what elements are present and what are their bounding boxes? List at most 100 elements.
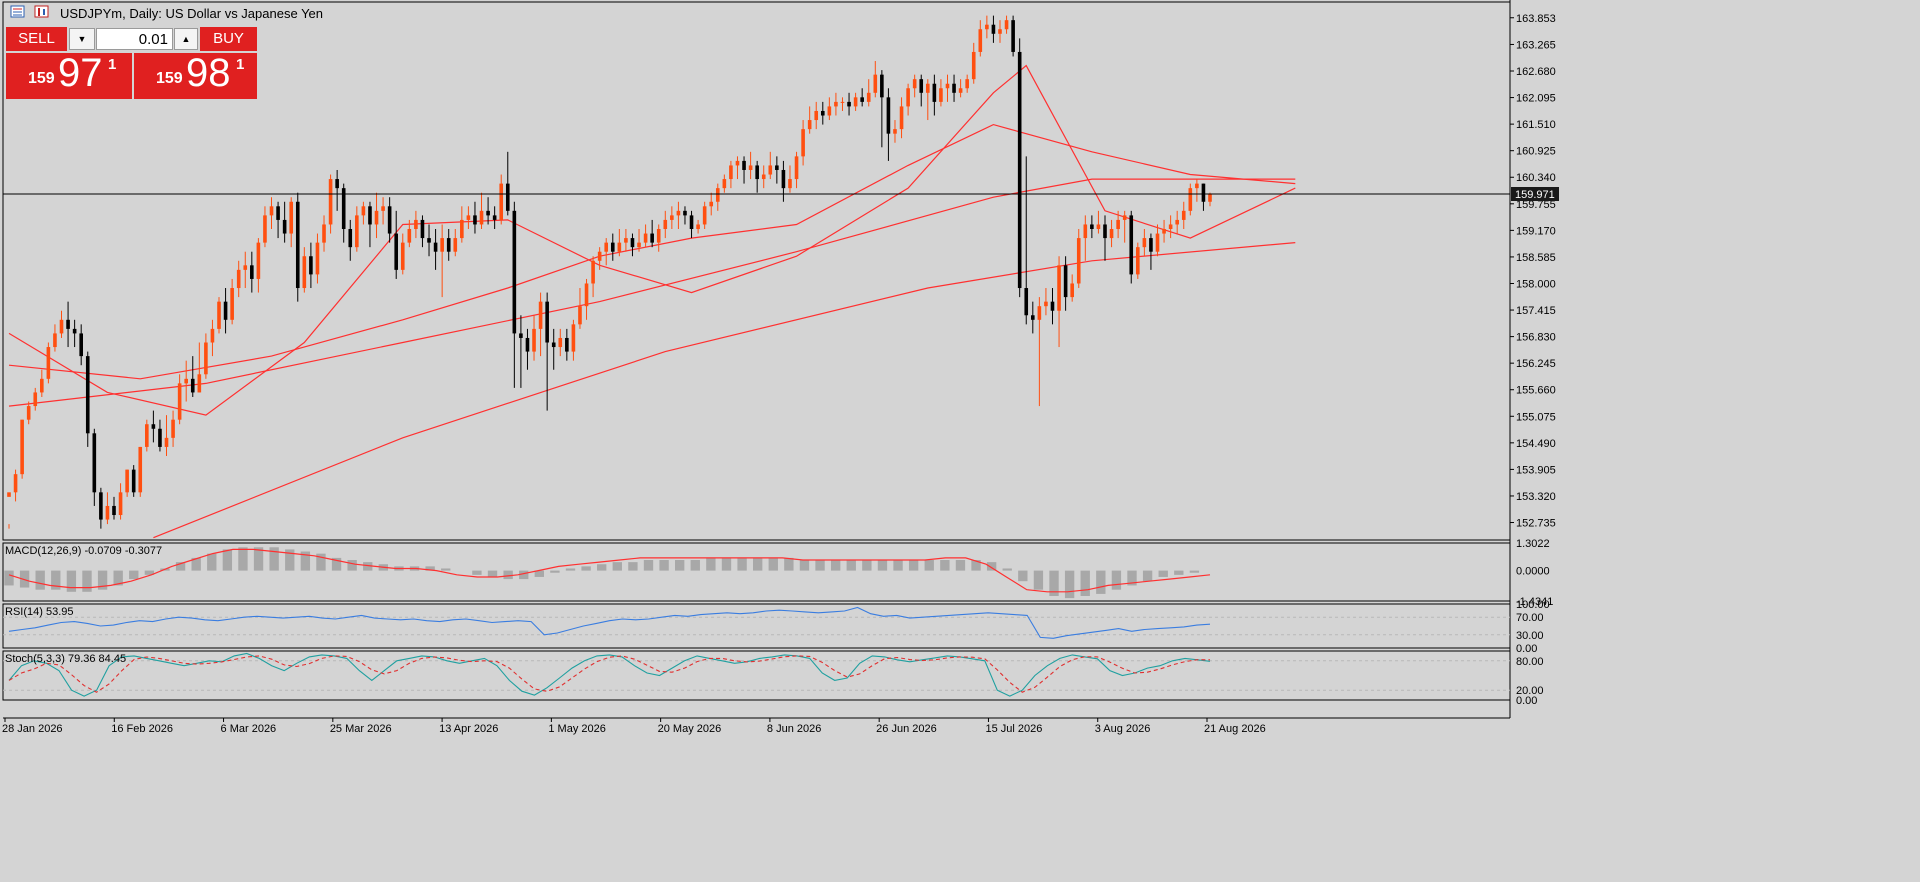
candle-body[interactable]: [46, 347, 51, 379]
candle-body[interactable]: [1168, 224, 1173, 230]
candle-body[interactable]: [1030, 315, 1035, 320]
candle-body[interactable]: [532, 328, 536, 352]
candle-body[interactable]: [551, 342, 556, 348]
candle-body[interactable]: [230, 288, 234, 320]
candle-body[interactable]: [387, 206, 392, 234]
candle-body[interactable]: [683, 210, 687, 216]
candle-body[interactable]: [466, 215, 471, 220]
candle-body[interactable]: [145, 424, 149, 447]
candle-body[interactable]: [729, 165, 733, 180]
candle-body[interactable]: [486, 210, 490, 216]
candle-body[interactable]: [519, 333, 523, 338]
chart-list-icon[interactable]: [10, 4, 25, 19]
candle-body[interactable]: [650, 233, 654, 243]
lot-decrease-button[interactable]: ▼: [69, 28, 95, 50]
candle-body[interactable]: [670, 215, 674, 220]
buy-price-button[interactable]: 159 98 1: [134, 51, 257, 99]
candle-body[interactable]: [748, 165, 753, 170]
candle-body[interactable]: [295, 201, 300, 289]
candle-body[interactable]: [59, 319, 64, 334]
candle-body[interactable]: [1122, 215, 1127, 220]
candle-body[interactable]: [637, 242, 641, 248]
candle-body[interactable]: [571, 324, 576, 352]
candle-body[interactable]: [204, 342, 208, 375]
candle-body[interactable]: [709, 201, 714, 207]
candle-body[interactable]: [243, 265, 248, 270]
candle-body[interactable]: [217, 301, 221, 329]
candle-body[interactable]: [978, 29, 983, 52]
candle-body[interactable]: [925, 83, 930, 93]
candle-body[interactable]: [1142, 238, 1147, 248]
candle-body[interactable]: [1057, 265, 1061, 311]
candle-body[interactable]: [1004, 20, 1009, 30]
candle-body[interactable]: [880, 74, 884, 98]
candle-body[interactable]: [643, 233, 648, 243]
candle-body[interactable]: [1096, 224, 1101, 230]
candle-body[interactable]: [335, 179, 339, 189]
candle-body[interactable]: [1044, 301, 1048, 307]
lot-size-input[interactable]: [96, 28, 173, 50]
candle-body[interactable]: [873, 74, 878, 93]
candle-body[interactable]: [715, 188, 720, 202]
candle-body[interactable]: [624, 238, 628, 243]
candle-body[interactable]: [33, 392, 38, 407]
candle-body[interactable]: [919, 79, 924, 93]
candle-body[interactable]: [341, 188, 346, 230]
candle-body[interactable]: [565, 337, 569, 352]
candle-body[interactable]: [630, 238, 635, 248]
candle-body[interactable]: [1155, 233, 1160, 252]
candle-body[interactable]: [53, 333, 57, 348]
candle-body[interactable]: [85, 356, 90, 434]
candle-body[interactable]: [1116, 219, 1120, 230]
candle-body[interactable]: [965, 79, 969, 89]
candle-body[interactable]: [1109, 229, 1114, 239]
rsi-panel[interactable]: [2, 603, 1511, 649]
candle-body[interactable]: [420, 219, 425, 239]
candle-body[interactable]: [131, 469, 136, 493]
candle-body[interactable]: [1162, 229, 1166, 234]
candle-body[interactable]: [610, 242, 615, 252]
candle-body[interactable]: [656, 229, 661, 243]
sell-button[interactable]: SELL: [6, 27, 67, 51]
candle-body[interactable]: [696, 224, 700, 230]
candle-body[interactable]: [276, 206, 280, 220]
candle-body[interactable]: [788, 179, 792, 189]
candle-body[interactable]: [13, 474, 18, 493]
candle-body[interactable]: [1136, 247, 1140, 275]
candle-body[interactable]: [755, 165, 759, 180]
candle-body[interactable]: [1103, 224, 1107, 239]
candle-body[interactable]: [558, 337, 563, 348]
candle-body[interactable]: [663, 219, 668, 230]
candle-body[interactable]: [309, 256, 313, 275]
candle-body[interactable]: [453, 238, 458, 252]
candle-body[interactable]: [427, 238, 431, 243]
candle-body[interactable]: [952, 83, 956, 93]
candle-body[interactable]: [374, 210, 379, 225]
candle-body[interactable]: [112, 505, 116, 516]
candle-body[interactable]: [263, 215, 267, 243]
candle-body[interactable]: [578, 306, 582, 325]
candle-body[interactable]: [99, 492, 103, 520]
candle-body[interactable]: [1017, 51, 1022, 289]
candle-body[interactable]: [197, 374, 202, 393]
candle-body[interactable]: [906, 88, 910, 107]
candle-body[interactable]: [1011, 20, 1015, 52]
candle-body[interactable]: [1181, 210, 1186, 220]
candle-body[interactable]: [368, 206, 372, 225]
candle-body[interactable]: [604, 242, 609, 252]
buy-button[interactable]: BUY: [200, 27, 257, 51]
candle-body[interactable]: [584, 283, 589, 307]
candle-body[interactable]: [932, 83, 937, 102]
candle-body[interactable]: [171, 419, 175, 438]
candle-body[interactable]: [1076, 238, 1081, 284]
candle-body[interactable]: [446, 238, 451, 252]
candle-body[interactable]: [591, 260, 595, 284]
candle-body[interactable]: [289, 201, 294, 234]
candle-body[interactable]: [676, 210, 681, 216]
candle-body[interactable]: [742, 160, 746, 170]
candle-body[interactable]: [735, 160, 740, 166]
candle-body[interactable]: [151, 424, 156, 429]
candle-body[interactable]: [998, 29, 1002, 34]
candle-body[interactable]: [722, 179, 727, 189]
